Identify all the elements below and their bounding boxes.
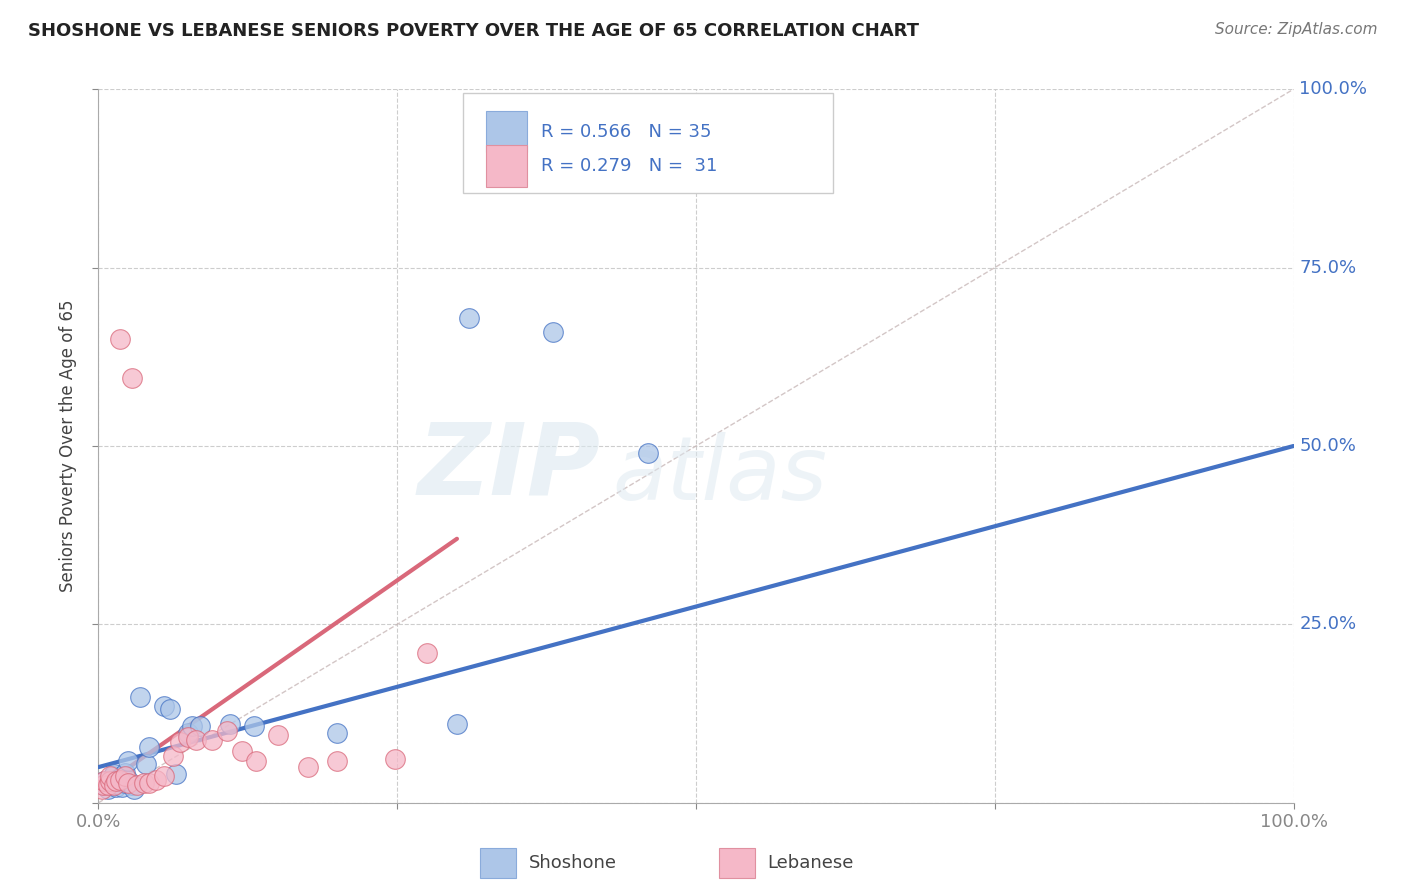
Point — [159, 701, 181, 715]
Point — [384, 751, 406, 765]
Text: Source: ZipAtlas.com: Source: ZipAtlas.com — [1215, 22, 1378, 37]
Point — [93, 778, 115, 792]
Point — [541, 325, 564, 339]
Point — [101, 769, 124, 783]
Point — [114, 776, 136, 790]
Point — [177, 726, 200, 740]
FancyBboxPatch shape — [479, 848, 516, 879]
Point — [105, 780, 128, 794]
Point — [458, 310, 481, 325]
Text: 75.0%: 75.0% — [1299, 259, 1357, 277]
Point — [180, 719, 202, 733]
Point — [105, 772, 128, 787]
Point — [138, 740, 160, 755]
Point — [105, 776, 128, 790]
Point — [243, 719, 266, 733]
Point — [219, 717, 242, 731]
Point — [637, 446, 659, 460]
Text: SHOSHONE VS LEBANESE SENIORS POVERTY OVER THE AGE OF 65 CORRELATION CHART: SHOSHONE VS LEBANESE SENIORS POVERTY OVE… — [28, 22, 920, 40]
Point — [111, 769, 134, 783]
Text: 25.0%: 25.0% — [1299, 615, 1357, 633]
Point — [108, 332, 131, 346]
Point — [162, 749, 184, 764]
FancyBboxPatch shape — [718, 848, 755, 879]
Point — [231, 744, 253, 758]
Point — [108, 774, 131, 789]
Text: 100.0%: 100.0% — [1299, 80, 1368, 98]
Point — [446, 717, 468, 731]
Point — [121, 371, 143, 385]
Point — [114, 769, 136, 783]
Point — [245, 755, 267, 769]
Point — [117, 755, 139, 769]
Point — [105, 774, 128, 789]
Point — [217, 724, 239, 739]
FancyBboxPatch shape — [485, 111, 527, 153]
Point — [93, 774, 115, 789]
Point — [91, 781, 114, 796]
Point — [98, 769, 122, 783]
Text: Shoshone: Shoshone — [529, 855, 617, 872]
Point — [145, 772, 167, 787]
Text: 50.0%: 50.0% — [1299, 437, 1357, 455]
Point — [117, 776, 139, 790]
Point — [188, 719, 211, 733]
Point — [177, 730, 200, 744]
Point — [117, 772, 139, 787]
Point — [416, 646, 439, 660]
Point — [132, 776, 155, 790]
Text: R = 0.566   N = 35: R = 0.566 N = 35 — [540, 122, 711, 141]
FancyBboxPatch shape — [463, 93, 834, 193]
Point — [108, 772, 131, 787]
Point — [124, 781, 146, 796]
Point — [98, 778, 122, 792]
Point — [93, 774, 115, 789]
Point — [91, 778, 114, 792]
Text: Lebanese: Lebanese — [768, 855, 853, 872]
Point — [169, 735, 191, 749]
Point — [267, 728, 290, 742]
Point — [135, 756, 157, 771]
Point — [97, 781, 120, 796]
Point — [297, 760, 319, 774]
Point — [121, 778, 143, 792]
Text: R = 0.279   N =  31: R = 0.279 N = 31 — [540, 157, 717, 175]
Point — [103, 778, 125, 792]
Point — [153, 699, 176, 714]
Point — [153, 769, 176, 783]
Point — [98, 774, 122, 789]
Point — [98, 774, 122, 789]
Point — [125, 778, 148, 792]
FancyBboxPatch shape — [485, 145, 527, 186]
Point — [111, 780, 134, 794]
Point — [326, 755, 349, 769]
Point — [103, 767, 125, 781]
Text: ZIP: ZIP — [418, 419, 600, 516]
Point — [165, 767, 187, 781]
Text: atlas: atlas — [612, 432, 827, 517]
Point — [186, 733, 208, 747]
Point — [201, 733, 224, 747]
Point — [129, 690, 152, 705]
Y-axis label: Seniors Poverty Over the Age of 65: Seniors Poverty Over the Age of 65 — [59, 300, 77, 592]
Point — [97, 778, 120, 792]
Point — [138, 776, 160, 790]
Point — [326, 726, 349, 740]
Point — [114, 765, 136, 780]
